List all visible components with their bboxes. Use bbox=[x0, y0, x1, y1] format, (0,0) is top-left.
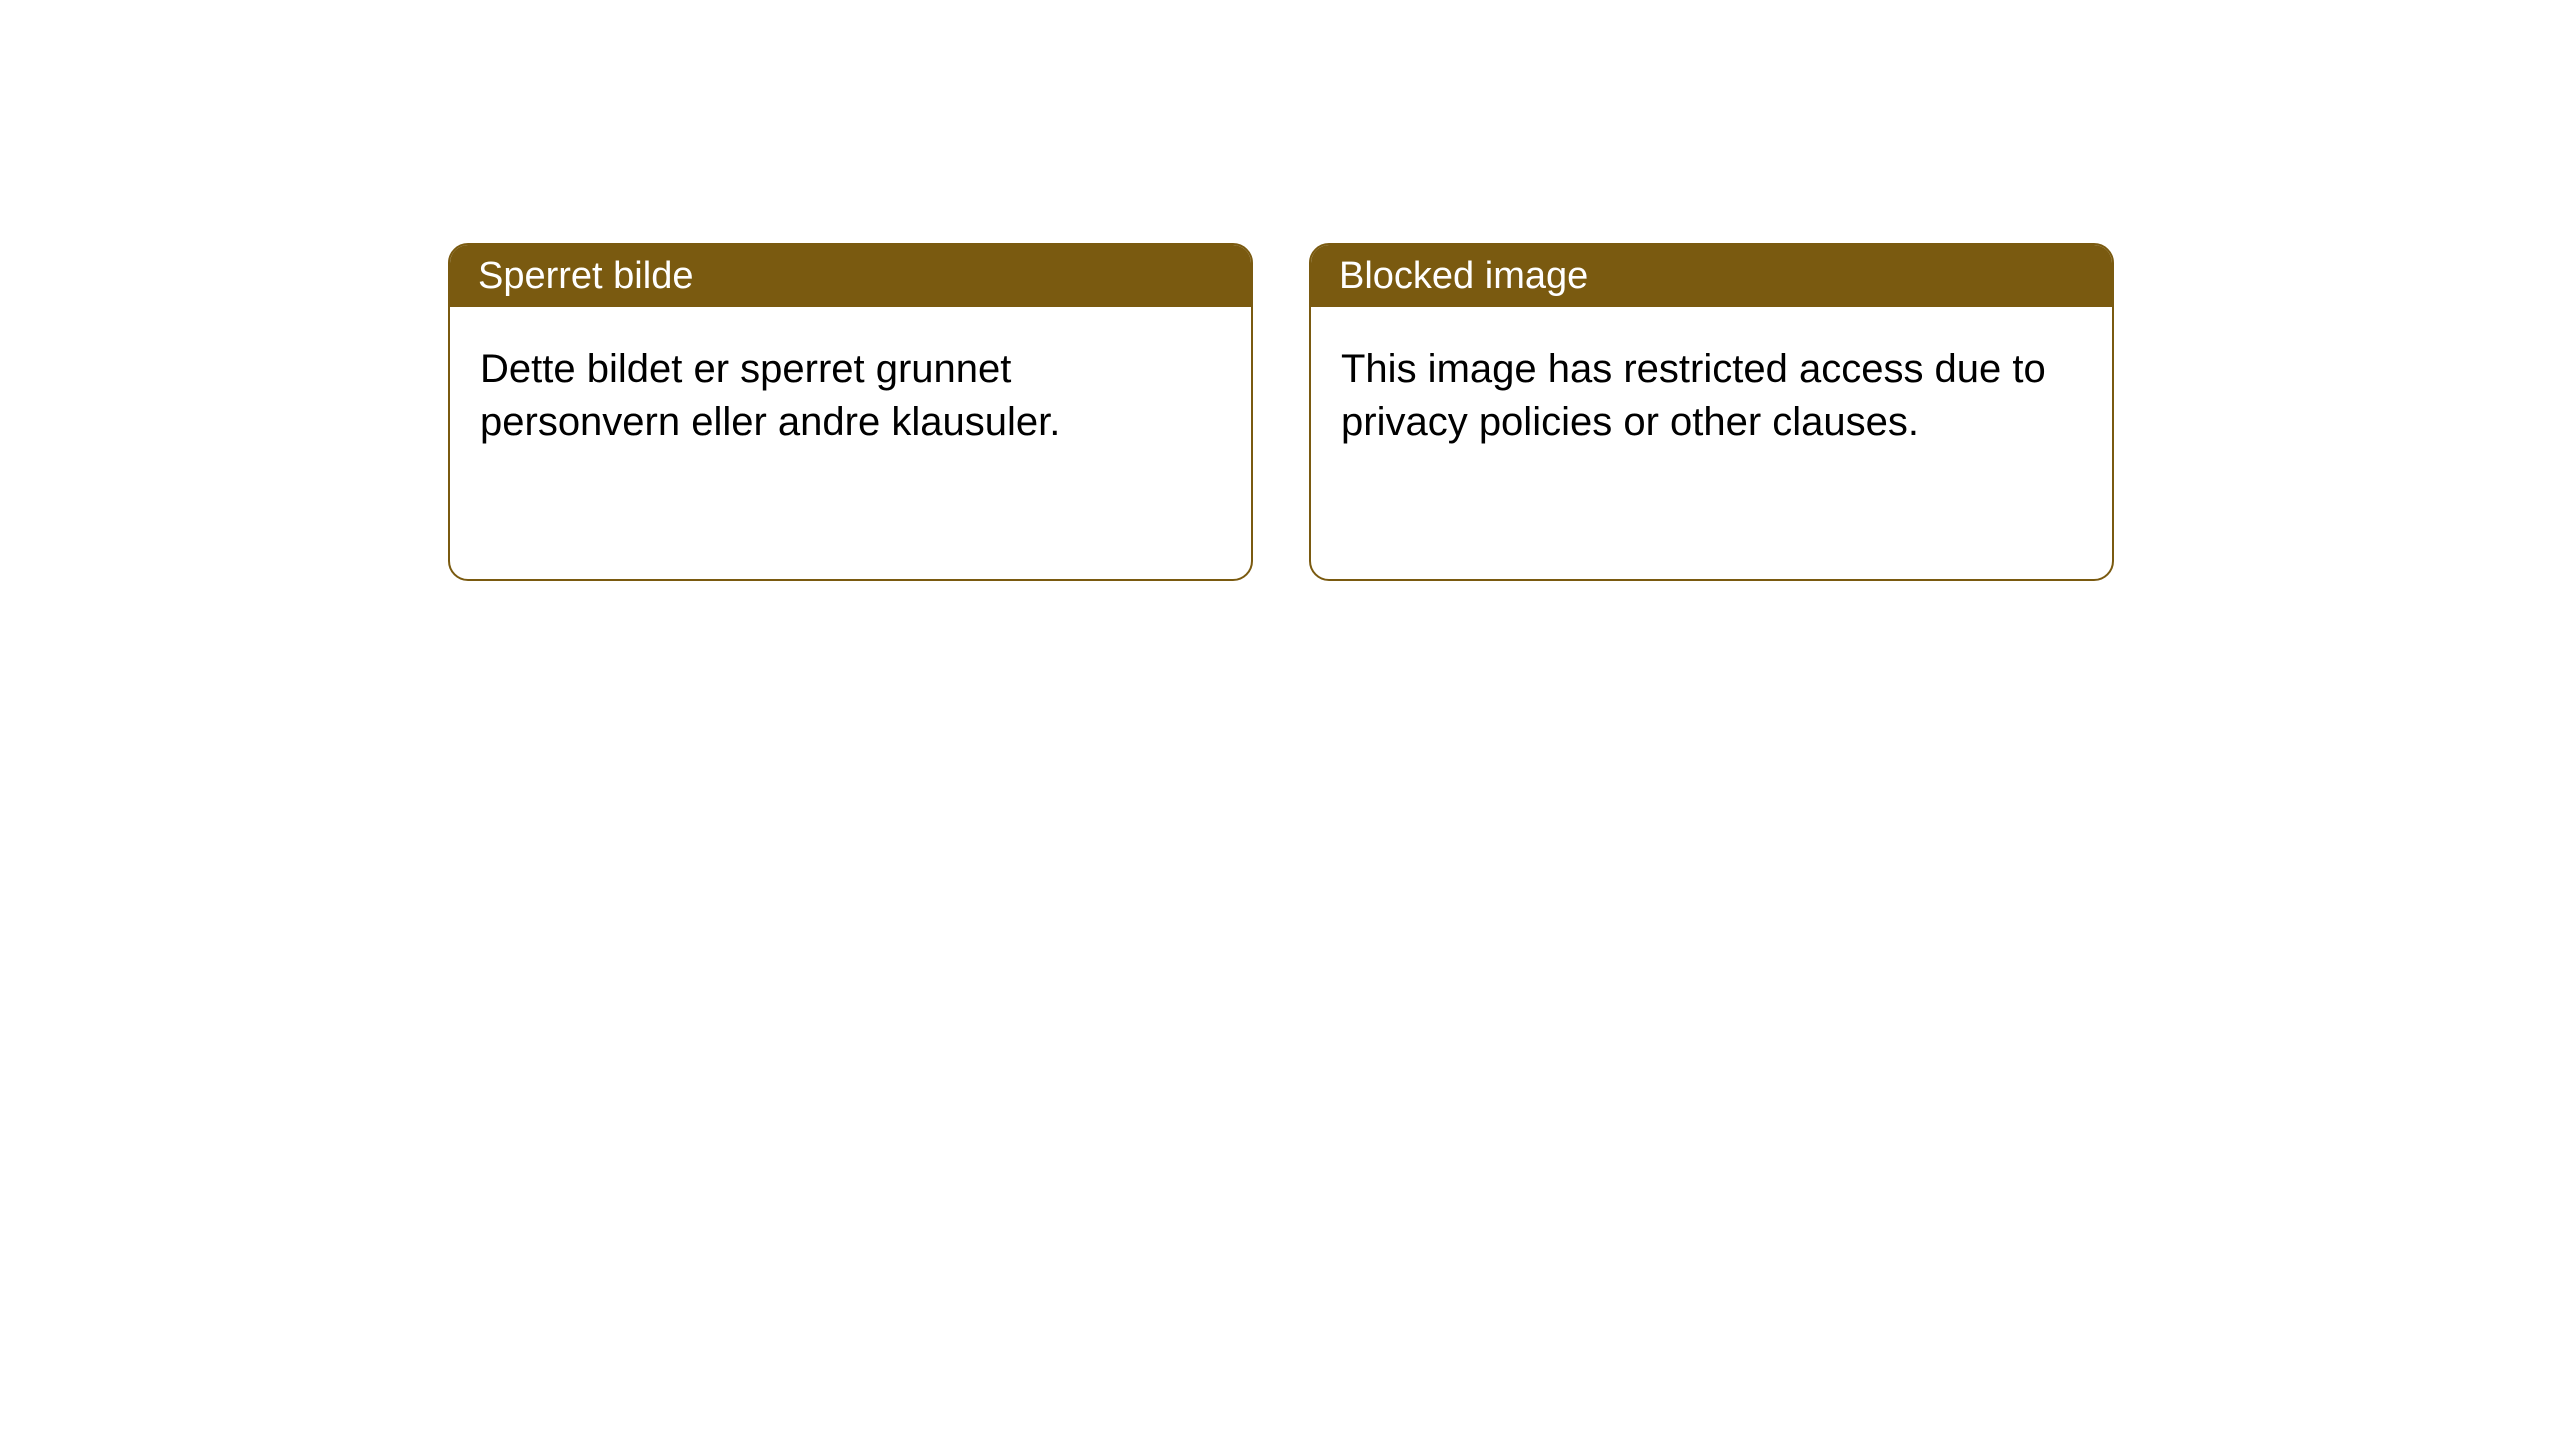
notice-header-en: Blocked image bbox=[1311, 245, 2112, 307]
notice-header-no: Sperret bilde bbox=[450, 245, 1251, 307]
notice-body-no: Dette bildet er sperret grunnet personve… bbox=[450, 307, 1251, 479]
notice-body-en: This image has restricted access due to … bbox=[1311, 307, 2112, 479]
notice-card-en: Blocked image This image has restricted … bbox=[1309, 243, 2114, 581]
notice-container: Sperret bilde Dette bildet er sperret gr… bbox=[0, 0, 2560, 581]
notice-card-no: Sperret bilde Dette bildet er sperret gr… bbox=[448, 243, 1253, 581]
